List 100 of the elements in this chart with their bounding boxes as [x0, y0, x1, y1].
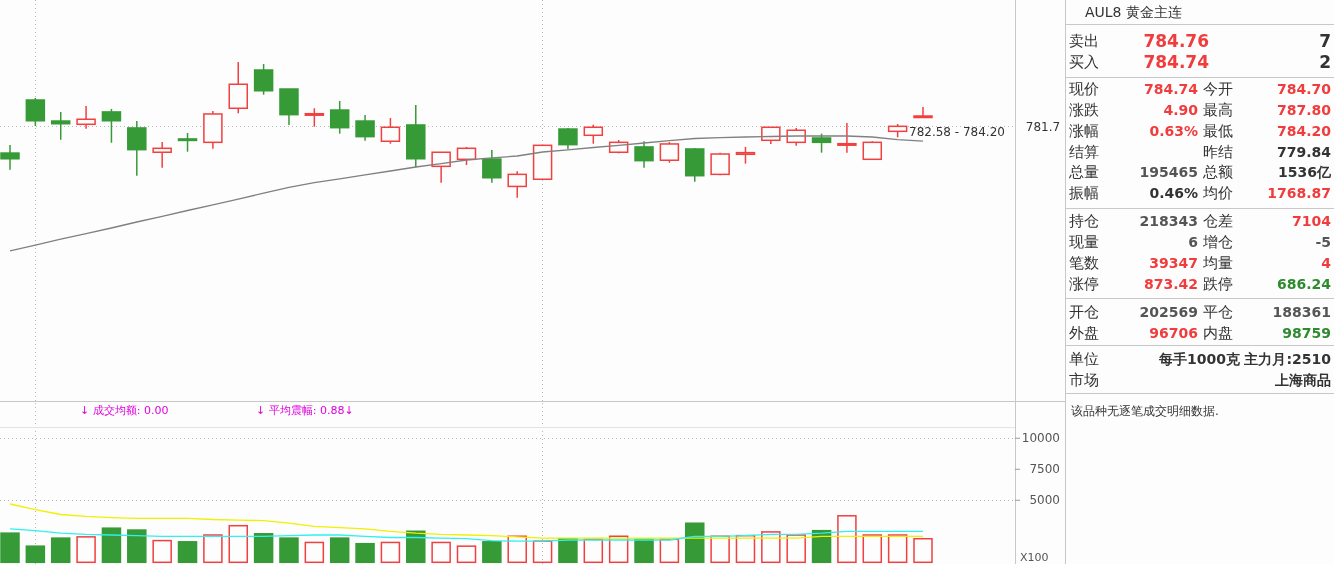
text: -5: [1315, 234, 1331, 250]
bar: [761, 531, 781, 564]
text: 外盘: [1069, 324, 1099, 342]
text: 现价: [1069, 80, 1099, 98]
text: 686.24: [1276, 276, 1332, 292]
text: AUL8 黄金主连: [1085, 4, 1182, 20]
annotation: 782.58 - 784.20: [909, 125, 1005, 139]
text: 主力月:2510: [1243, 351, 1332, 367]
text: 98759: [1282, 325, 1331, 341]
bar: [25, 545, 46, 564]
text: ↓ 成交均额: 0.00: [80, 403, 169, 417]
bar: [50, 537, 71, 564]
text: 笔数: [1069, 254, 1099, 272]
candlestick: [380, 117, 401, 145]
bar: [76, 536, 96, 564]
text: 787.80: [1276, 102, 1332, 118]
candlestick: [25, 97, 46, 127]
text: ↓ 平均震幅: 0.88↓: [256, 403, 354, 417]
bar: [862, 534, 883, 564]
candlestick: [634, 140, 654, 169]
text: 6: [1188, 234, 1198, 250]
text: 上海商品: [1274, 372, 1331, 388]
text: 昨结: [1203, 143, 1233, 161]
text: 784.76: [1143, 31, 1209, 51]
bar: [152, 539, 172, 564]
text: 结算: [1069, 143, 1099, 161]
bar: [634, 538, 654, 564]
text: 今开: [1203, 80, 1233, 98]
bar: [431, 541, 451, 564]
text: 均价: [1202, 184, 1233, 202]
bar: [913, 537, 933, 564]
text: 7: [1319, 31, 1331, 51]
bar: [228, 524, 248, 564]
line-series: [9, 503, 924, 539]
candlestick: [253, 63, 274, 96]
text: 增仓: [1202, 233, 1233, 251]
text: 784.74: [1143, 52, 1210, 72]
text: 涨跌: [1069, 101, 1099, 119]
candlestick: [0, 144, 20, 171]
bar: [253, 533, 274, 564]
bar: [558, 537, 578, 564]
y-tick-label: 10000: [1021, 431, 1060, 446]
text: 784.74: [1143, 81, 1199, 97]
bar: [837, 515, 857, 564]
bar: [101, 527, 122, 564]
text: 总量: [1068, 163, 1099, 181]
text: 873.42: [1143, 276, 1198, 292]
text: 784.70: [1276, 81, 1332, 97]
candlestick: [177, 132, 198, 153]
text: 4: [1321, 255, 1332, 271]
text: X100: [1020, 550, 1049, 564]
text: 2: [1319, 52, 1331, 72]
text: 涨幅: [1069, 122, 1099, 140]
candlestick: [583, 123, 604, 145]
candlestick: [507, 170, 527, 199]
candlestick: [482, 149, 502, 184]
bar: [786, 534, 806, 564]
candlestick: [355, 114, 375, 142]
candlestick: [101, 108, 122, 144]
text: 1768.87: [1267, 185, 1331, 201]
bar: [811, 529, 832, 564]
bar: [203, 534, 223, 564]
text: 781.7: [1025, 119, 1061, 134]
text: 96706: [1149, 325, 1198, 341]
candlestick: [659, 141, 680, 164]
bar: [127, 529, 147, 564]
text: 市场: [1069, 371, 1099, 389]
candlestick: [431, 151, 451, 184]
bar: [406, 530, 426, 564]
text: 195465: [1139, 164, 1198, 180]
text: 最高: [1203, 101, 1233, 119]
text: 0.46%: [1149, 185, 1198, 201]
text: 4.90: [1163, 102, 1199, 118]
text: 卖出: [1069, 32, 1099, 50]
bar: [887, 534, 908, 564]
text: 跌停: [1203, 275, 1233, 293]
text: 平仓: [1203, 303, 1233, 321]
text: 0.63%: [1149, 123, 1198, 139]
line-series: [9, 528, 924, 542]
text: 7104: [1292, 213, 1332, 229]
candlestick: [152, 141, 172, 169]
bar: [608, 535, 629, 564]
text: 仓差: [1203, 212, 1233, 230]
bar: [456, 545, 477, 564]
text: 784.20: [1276, 123, 1332, 139]
text: 39347: [1149, 255, 1198, 271]
candlestick: [837, 122, 857, 154]
candlestick: [456, 146, 477, 166]
bar: [0, 532, 20, 564]
bar: [355, 542, 375, 564]
candlestick: [76, 105, 96, 130]
candlestick: [913, 106, 933, 119]
candlestick: [329, 100, 350, 135]
text: 持仓: [1069, 212, 1099, 230]
text: 总额: [1202, 163, 1233, 181]
text: 内盘: [1203, 324, 1233, 342]
text: 最低: [1203, 122, 1233, 140]
text: 振幅: [1069, 184, 1099, 202]
y-tick-label: 7500: [1029, 462, 1060, 477]
bar: [279, 537, 299, 564]
